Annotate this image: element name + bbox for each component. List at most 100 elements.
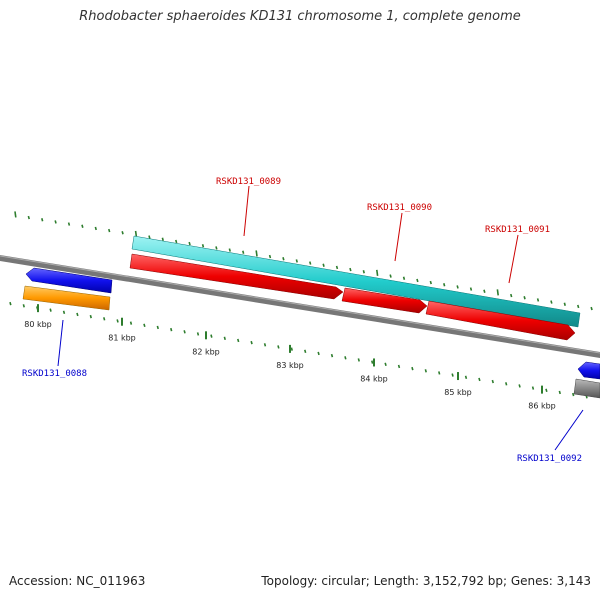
genome-stats-text: Topology: circular; Length: 3,152,792 bp… — [261, 574, 591, 588]
minor-tick — [309, 261, 312, 265]
minor-tick — [277, 345, 280, 349]
minor-tick — [121, 231, 124, 235]
gene-label-rskd131-0090[interactable]: RSKD131_0090 — [367, 203, 432, 213]
minor-tick — [129, 321, 133, 325]
minor-tick — [384, 362, 387, 366]
minor-tick — [572, 392, 575, 397]
minor-tick — [81, 224, 84, 228]
minor-tick — [518, 384, 521, 388]
minor-tick — [335, 265, 339, 270]
minor-tick — [161, 237, 164, 241]
minor-tick — [22, 304, 25, 308]
minor-tick — [317, 351, 320, 356]
minor-tick — [175, 239, 178, 244]
major-tick — [496, 289, 499, 296]
minor-tick — [545, 388, 548, 392]
minor-tick — [196, 332, 200, 336]
minor-tick — [550, 300, 553, 304]
scale-label: 84 kbp — [360, 374, 388, 383]
minor-tick — [558, 390, 561, 395]
minor-tick — [536, 298, 540, 302]
minor-tick — [510, 293, 513, 298]
scale-label: 80 kbp — [24, 320, 52, 329]
minor-tick — [268, 254, 272, 259]
minor-tick — [103, 317, 106, 321]
minor-tick — [371, 360, 374, 364]
minor-tick — [344, 356, 347, 360]
minor-tick — [416, 278, 419, 283]
gene-label-rskd131-0088[interactable]: RSKD131_0088 — [22, 369, 87, 379]
minor-tick — [183, 330, 186, 334]
minor-tick — [27, 215, 30, 220]
major-tick — [376, 269, 379, 277]
leader-line-rskd131-0089 — [243, 185, 250, 237]
minor-tick — [41, 218, 44, 222]
minor-tick — [263, 343, 267, 347]
minor-tick — [464, 375, 468, 379]
feature-band-cyan[interactable] — [131, 235, 581, 328]
minor-tick — [116, 319, 119, 323]
gene-arrow-rskd131-0089[interactable] — [129, 253, 344, 300]
minor-tick — [295, 259, 298, 263]
minor-tick — [62, 310, 66, 314]
feature-band-orange[interactable] — [22, 285, 111, 311]
minor-tick — [531, 386, 535, 390]
gene-label-rskd131-0091[interactable]: RSKD131_0091 — [485, 225, 550, 235]
gene-label-rskd131-0092[interactable]: RSKD131_0092 — [517, 454, 582, 464]
minor-tick — [242, 250, 245, 254]
minor-tick — [201, 244, 205, 248]
minor-tick — [411, 366, 414, 371]
minor-tick — [210, 334, 213, 338]
minor-tick — [94, 226, 97, 231]
feature-band-gray[interactable] — [573, 378, 600, 399]
minor-tick — [577, 304, 580, 309]
gene-label-rskd131-0089[interactable]: RSKD131_0089 — [216, 177, 281, 187]
minor-tick — [491, 379, 494, 384]
map-title: Rhodobacter sphaeroides KD131 chromosome… — [79, 9, 521, 24]
minor-tick — [143, 323, 146, 327]
minor-tick — [483, 289, 486, 293]
minor-tick — [237, 338, 240, 343]
minor-tick — [156, 325, 159, 330]
scale-label: 86 kbp — [528, 402, 556, 411]
gene-arrow-rskd131-0088[interactable] — [25, 267, 113, 294]
minor-tick — [76, 312, 79, 317]
leader-line-rskd131-0090 — [394, 212, 403, 262]
minor-tick — [478, 377, 481, 382]
minor-tick — [429, 280, 432, 285]
leader-line-rskd131-0088 — [57, 319, 64, 367]
minor-tick — [590, 306, 593, 311]
minor-tick — [108, 228, 111, 233]
gene-arrow-rskd131-0092[interactable] — [577, 361, 600, 380]
minor-tick — [563, 302, 566, 306]
scale-label: 81 kbp — [108, 334, 136, 343]
footer: Accession: NC_011963 Topology: circular;… — [0, 574, 600, 592]
gene-arrow-rskd131-0091[interactable] — [425, 300, 576, 341]
minor-tick — [228, 248, 231, 252]
minor-tick — [250, 340, 253, 345]
leader-line-rskd131-0091 — [508, 234, 519, 284]
minor-tick — [330, 353, 334, 358]
minor-tick — [505, 382, 508, 386]
minor-tick — [148, 235, 151, 239]
minor-tick — [304, 349, 307, 353]
minor-tick — [357, 358, 360, 362]
minor-tick — [9, 301, 12, 306]
minor-tick — [215, 246, 218, 250]
minor-tick — [397, 364, 401, 369]
minor-tick — [451, 373, 454, 377]
leader-line-rskd131-0092 — [554, 409, 584, 451]
minor-tick — [438, 371, 441, 375]
scale-tick-ring: 80 kbp 81 kbp 82 kbp 83 kbp 84 kbp 85 kbp 86 k… — [9, 301, 588, 411]
scale-label: 85 kbp — [444, 388, 472, 397]
minor-tick — [89, 314, 92, 319]
minor-tick — [223, 336, 226, 340]
scale-label: 82 kbp — [192, 347, 220, 356]
minor-tick — [49, 308, 52, 312]
major-tick — [134, 230, 138, 238]
minor-tick — [402, 276, 406, 280]
minor-tick — [443, 283, 446, 287]
outer-tick-ring — [14, 211, 593, 311]
gene-arrow-rskd131-0090[interactable] — [341, 287, 428, 314]
